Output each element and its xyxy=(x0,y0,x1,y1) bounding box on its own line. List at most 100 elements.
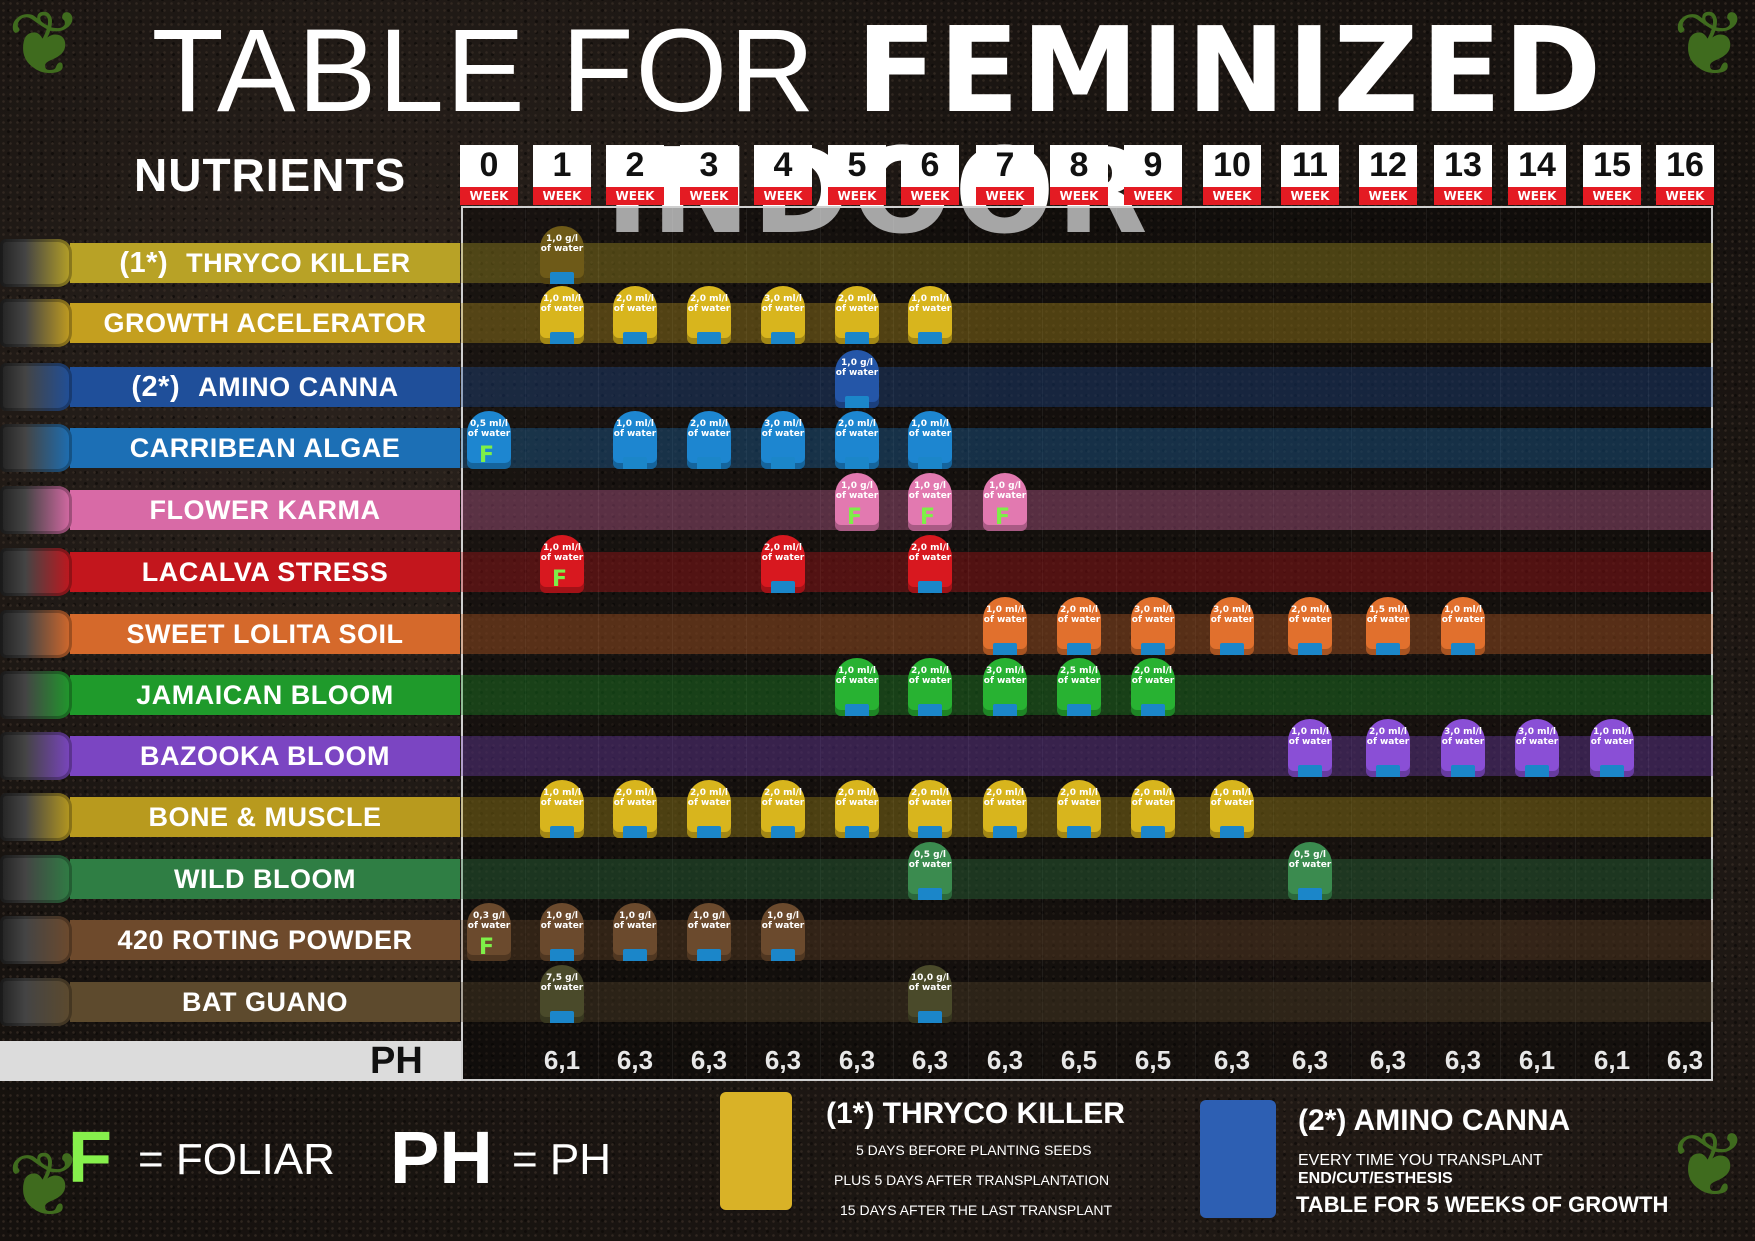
dose-amount: 3,0 ml/l of water xyxy=(983,666,1027,686)
bottle-cap-icon xyxy=(1451,643,1475,655)
nutrient-label: (2*) AMINO CANNA xyxy=(70,367,460,407)
week-4-header: 4 WEEK xyxy=(754,145,812,205)
column-divider xyxy=(893,208,894,1079)
column-divider xyxy=(1426,208,1427,1079)
bottle-cap-icon xyxy=(845,826,869,838)
dose-marker: 2,0 ml/l of water xyxy=(835,286,879,344)
nutrient-label: LACALVA STRESS xyxy=(70,552,460,592)
column-divider xyxy=(1500,208,1501,1079)
week-6-header: 6 WEEK xyxy=(901,145,959,205)
ph-value: 6,3 xyxy=(986,1045,1024,1075)
bottle-cap-icon xyxy=(845,704,869,716)
dose-marker: 2,0 ml/l of water xyxy=(761,535,805,593)
dose-marker: 2,0 ml/l of water xyxy=(1366,719,1410,777)
dose-amount: 3,0 ml/l of water xyxy=(1210,605,1254,625)
product-bottle-image xyxy=(0,916,72,964)
row-band xyxy=(461,243,1713,283)
dose-marker: 2,0 ml/l of water xyxy=(908,535,952,593)
nutrient-name: BAT GUANO xyxy=(182,987,348,1017)
dose-marker: 1,0 g/l of water F xyxy=(835,473,879,531)
dose-marker: 10,0 g/l of water xyxy=(908,965,952,1023)
ph-value: 6,3 xyxy=(1213,1045,1251,1075)
dose-amount: 1,0 ml/l of water xyxy=(1210,788,1254,808)
product-bottle-image xyxy=(0,855,72,903)
dose-amount: 1,0 ml/l of water xyxy=(908,294,952,314)
dose-amount: 2,0 ml/l of water xyxy=(1057,605,1101,625)
row-band xyxy=(461,552,1713,592)
week-13-header: 13 WEEK xyxy=(1434,145,1492,205)
bottle-cap-icon xyxy=(697,826,721,838)
dose-marker: 1,0 g/l of water xyxy=(613,903,657,961)
dose-marker: 3,0 ml/l of water xyxy=(1441,719,1485,777)
column-divider xyxy=(1116,208,1117,1079)
dose-marker: 1,0 ml/l of water xyxy=(540,780,584,838)
product-bottle-image xyxy=(0,548,72,596)
week-15-header: 15 WEEK xyxy=(1583,145,1641,205)
bottle-cap-icon xyxy=(1298,888,1322,900)
column-divider xyxy=(525,208,526,1079)
column-divider xyxy=(746,208,747,1079)
dose-marker: 3,0 ml/l of water xyxy=(983,658,1027,716)
dose-marker: 1,0 ml/l of water xyxy=(983,597,1027,655)
nutrient-name: LACALVA STRESS xyxy=(141,557,389,587)
bottle-cap-icon xyxy=(1141,643,1165,655)
nutrient-name: BAZOOKA BLOOM xyxy=(140,741,390,771)
dose-amount: 1,0 ml/l of water xyxy=(540,294,584,314)
dose-amount: 1,0 ml/l of water xyxy=(1441,605,1485,625)
row-band xyxy=(461,982,1713,1022)
bottle-cap-icon xyxy=(771,949,795,961)
dose-amount: 3,0 ml/l of water xyxy=(761,294,805,314)
dose-marker: 7,5 g/l of water xyxy=(540,965,584,1023)
dose-amount: 2,0 ml/l of water xyxy=(613,788,657,808)
bottle-cap-icon xyxy=(1141,704,1165,716)
bottle-cap-icon xyxy=(1600,765,1624,777)
column-divider xyxy=(1273,208,1274,1079)
dose-amount: 1,0 ml/l of water xyxy=(983,605,1027,625)
note2-line1: EVERY TIME YOU TRANSPLANT xyxy=(1298,1152,1543,1169)
dose-marker: 2,0 ml/l of water xyxy=(1131,780,1175,838)
dose-amount: 2,0 ml/l of water xyxy=(835,419,879,439)
dose-amount: 2,0 ml/l of water xyxy=(835,788,879,808)
dose-marker: 1,0 g/l of water xyxy=(687,903,731,961)
dose-marker: 0,5 g/l of water xyxy=(908,842,952,900)
dose-marker: 1,0 g/l of water xyxy=(761,903,805,961)
dose-marker: 2,0 ml/l of water xyxy=(908,780,952,838)
dose-amount: 3,0 ml/l of water xyxy=(1131,605,1175,625)
dose-marker: 2,0 ml/l of water xyxy=(1057,780,1101,838)
foliar-marker: F xyxy=(920,505,936,530)
bottle-cap-icon xyxy=(771,826,795,838)
nutrient-name: BONE & MUSCLE xyxy=(148,802,382,832)
ph-value: 6,3 xyxy=(1666,1045,1704,1075)
week-11-header: 11 WEEK xyxy=(1281,145,1339,205)
ph-value: 6,3 xyxy=(911,1045,949,1075)
dose-amount: 2,0 ml/l of water xyxy=(687,788,731,808)
nutrient-name: CARRIBEAN ALGAE xyxy=(129,433,401,463)
dose-marker: 1,0 ml/l of water xyxy=(1210,780,1254,838)
dose-amount: 2,0 ml/l of water xyxy=(1131,788,1175,808)
dose-amount: 1,0 ml/l of water xyxy=(908,419,952,439)
column-divider xyxy=(672,208,673,1079)
dose-amount: 1,0 g/l of water xyxy=(687,911,731,931)
bottle-cap-icon xyxy=(1067,826,1091,838)
bottle-cap-icon xyxy=(771,332,795,344)
footnote-marker: (2*) xyxy=(131,371,181,403)
nutrient-name: FLOWER KARMA xyxy=(149,495,381,525)
foliar-symbol: F xyxy=(68,1118,112,1198)
row-band xyxy=(461,736,1713,776)
row-band xyxy=(461,920,1713,960)
dose-marker: 3,0 ml/l of water xyxy=(761,411,805,469)
product-bottle-image xyxy=(0,424,72,472)
bottle-cap-icon xyxy=(1525,765,1549,777)
product-bottle-image xyxy=(0,299,72,347)
week-5-header: 5 WEEK xyxy=(828,145,886,205)
note2-line3: TABLE FOR 5 WEEKS OF GROWTH xyxy=(1296,1192,1669,1217)
week-7-header: 7 WEEK xyxy=(976,145,1034,205)
foliar-legend-text: = FOLIAR xyxy=(138,1135,335,1184)
column-divider xyxy=(820,208,821,1079)
dose-amount: 2,0 ml/l of water xyxy=(613,294,657,314)
dose-amount: 1,0 g/l of water xyxy=(761,911,805,931)
bottle-cap-icon xyxy=(550,332,574,344)
nutrient-label: JAMAICAN BLOOM xyxy=(70,675,460,715)
dose-marker: 1,0 ml/l of water xyxy=(908,411,952,469)
dose-marker: 1,0 g/l of water F xyxy=(908,473,952,531)
